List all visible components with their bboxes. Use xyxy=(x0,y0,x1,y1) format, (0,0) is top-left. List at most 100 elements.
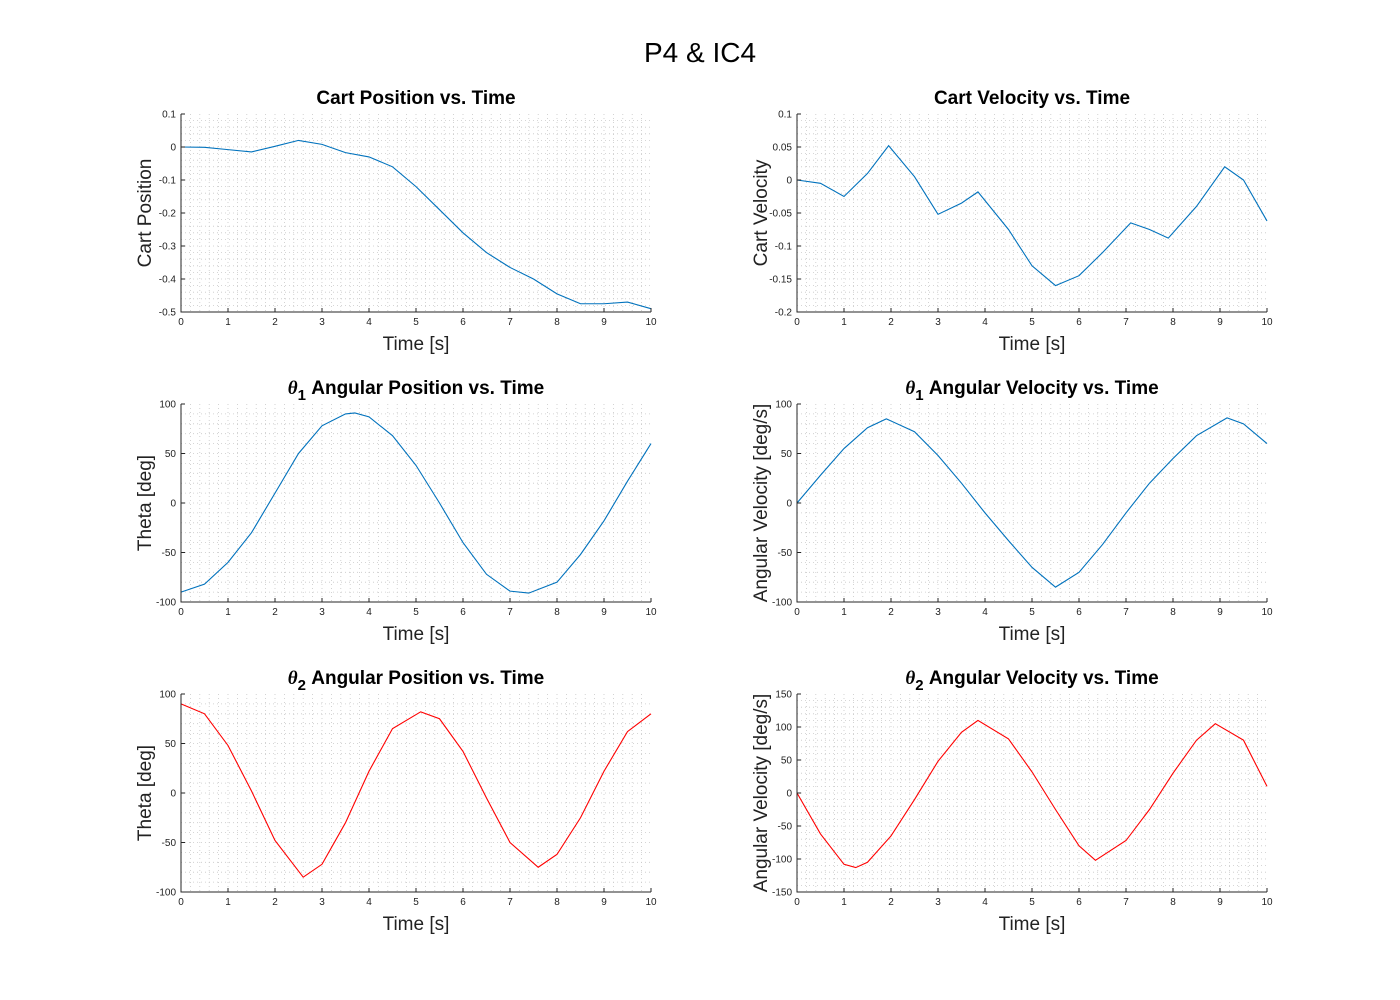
y-tick-label: 0 xyxy=(786,499,792,510)
chart-title: θ2 Angular Position vs. Time xyxy=(288,668,544,694)
title-subscript: 2 xyxy=(915,677,923,694)
y-tick-label: -0.2 xyxy=(159,209,177,220)
title-subscript: 2 xyxy=(298,677,306,694)
chart-title: Cart Velocity vs. Time xyxy=(934,88,1130,109)
y-tick-label: -0.1 xyxy=(775,242,793,253)
x-tick-label: 5 xyxy=(1029,607,1035,618)
x-tick-label: 9 xyxy=(601,897,607,908)
x-axis-label: Time [s] xyxy=(999,334,1066,355)
x-tick-label: 9 xyxy=(601,317,607,328)
title-text: Angular Position vs. Time xyxy=(306,668,544,689)
grid xyxy=(797,114,1267,312)
x-tick-label: 4 xyxy=(982,607,988,618)
x-tick-label: 10 xyxy=(1261,317,1273,328)
x-tick-label: 3 xyxy=(935,607,941,618)
x-tick-label: 1 xyxy=(225,607,231,618)
axes-container: 0 1 2 3 4 5 6 7 8 9 10-0.5-0.4-0.3-0.2-0.100.1Time… xyxy=(135,88,1273,935)
x-tick-label: 9 xyxy=(1217,317,1223,328)
grid xyxy=(181,404,651,602)
x-tick-label: 10 xyxy=(1261,897,1273,908)
x-tick-label: 6 xyxy=(1076,317,1082,328)
x-tick-label: 4 xyxy=(366,317,372,328)
x-tick-label: 6 xyxy=(1076,897,1082,908)
series-line xyxy=(180,703,652,878)
x-tick-label: 2 xyxy=(888,897,894,908)
y-tick-label: 150 xyxy=(775,690,792,701)
y-axis-label: Cart Position xyxy=(135,159,156,268)
axes-theta1-velocity: 0 1 2 3 4 5 6 7 8 9 10 -100 -50 0 50 100 Time [s] Angular… xyxy=(751,378,1273,645)
x-tick-label: 6 xyxy=(460,317,466,328)
x-tick-label: 10 xyxy=(645,317,657,328)
y-tick-label: -50 xyxy=(778,548,793,559)
x-tick-label: 7 xyxy=(507,317,513,328)
x-tick-label: 4 xyxy=(982,897,988,908)
grid xyxy=(181,114,651,312)
x-tick-label: 4 xyxy=(982,317,988,328)
x-tick-label: 8 xyxy=(1170,317,1176,328)
x-tick-label: 8 xyxy=(554,607,560,618)
x-tick-label: 10 xyxy=(1261,607,1273,618)
x-tick-label: 1 xyxy=(225,897,231,908)
x-tick-label: 0 xyxy=(178,897,184,908)
x-tick-label: 1 xyxy=(841,897,847,908)
y-tick-label: -100 xyxy=(156,598,176,609)
y-tick-label: 0.1 xyxy=(778,110,792,121)
title-subscript: 1 xyxy=(298,387,306,404)
title-symbol: θ xyxy=(288,668,298,689)
y-tick-label: -100 xyxy=(156,888,176,899)
x-tick-label: 8 xyxy=(1170,607,1176,618)
x-tick-label: 2 xyxy=(888,317,894,328)
x-tick-label: 1 xyxy=(841,607,847,618)
x-tick-label: 6 xyxy=(1076,607,1082,618)
x-tick-label: 8 xyxy=(554,317,560,328)
x-axis-label: Time [s] xyxy=(383,914,450,935)
x-tick-label: 7 xyxy=(1123,897,1129,908)
grid xyxy=(181,694,651,892)
x-tick-label: 3 xyxy=(935,897,941,908)
y-tick-label: -0.5 xyxy=(159,308,177,319)
y-tick-label: -0.3 xyxy=(159,242,177,253)
x-tick-label: 7 xyxy=(507,897,513,908)
x-tick-label: 10 xyxy=(645,897,657,908)
axes-theta2-position: 0 1 2 3 4 5 6 7 8 9 10 -100 -50 0 50 100 Time [s] Theta [… xyxy=(135,668,657,935)
y-tick-label: 50 xyxy=(165,449,177,460)
axes-theta1-position: 0 1 2 3 4 5 6 7 8 9 10 -100 -50 0 50 100 Time [s] Theta [… xyxy=(135,378,657,645)
x-tick-label: 10 xyxy=(645,607,657,618)
x-tick-label: 2 xyxy=(888,607,894,618)
y-tick-label: 100 xyxy=(775,723,792,734)
chart-title: θ1 Angular Velocity vs. Time xyxy=(905,378,1158,404)
y-tick-label: -0.1 xyxy=(159,176,177,187)
x-tick-label: 1 xyxy=(225,317,231,328)
y-axis-label: Angular Velocity [deg/s] xyxy=(751,404,772,603)
y-axis-label: Cart Velocity xyxy=(751,159,772,266)
x-tick-label: 8 xyxy=(554,897,560,908)
y-axis-label: Angular Velocity [deg/s] xyxy=(751,694,772,893)
x-tick-label: 5 xyxy=(1029,317,1035,328)
title-symbol: θ xyxy=(905,668,915,689)
grid xyxy=(797,404,1267,602)
figure-title: P4 & IC4 xyxy=(644,37,756,68)
y-tick-label: 100 xyxy=(775,400,792,411)
x-tick-label: 6 xyxy=(460,607,466,618)
title-text: Angular Velocity vs. Time xyxy=(924,668,1159,689)
x-tick-label: 8 xyxy=(1170,897,1176,908)
x-tick-label: 3 xyxy=(319,897,325,908)
x-tick-label: 3 xyxy=(319,317,325,328)
y-tick-label: 0 xyxy=(786,176,792,187)
y-tick-label: 0.1 xyxy=(162,110,176,121)
x-tick-label: 2 xyxy=(272,897,278,908)
series-line xyxy=(180,139,652,310)
y-tick-label: -50 xyxy=(162,838,177,849)
x-tick-label: 6 xyxy=(460,897,466,908)
series-line xyxy=(796,144,1268,287)
y-tick-label: 100 xyxy=(159,400,176,411)
y-tick-label: -0.15 xyxy=(769,275,792,286)
axes-cart-velocity: 0 1 2 3 4 5 6 7 8 9 10 -0.2 -0.15 -0.1 -0.05 0 0.05 0.1 Ti… xyxy=(751,88,1273,355)
title-symbol: θ xyxy=(288,378,298,399)
y-tick-label: 50 xyxy=(781,756,793,767)
x-axis-label: Time [s] xyxy=(383,334,450,355)
x-tick-label: 9 xyxy=(1217,607,1223,618)
y-axis-label: Theta [deg] xyxy=(135,455,156,551)
title-text: Angular Velocity vs. Time xyxy=(924,378,1159,399)
